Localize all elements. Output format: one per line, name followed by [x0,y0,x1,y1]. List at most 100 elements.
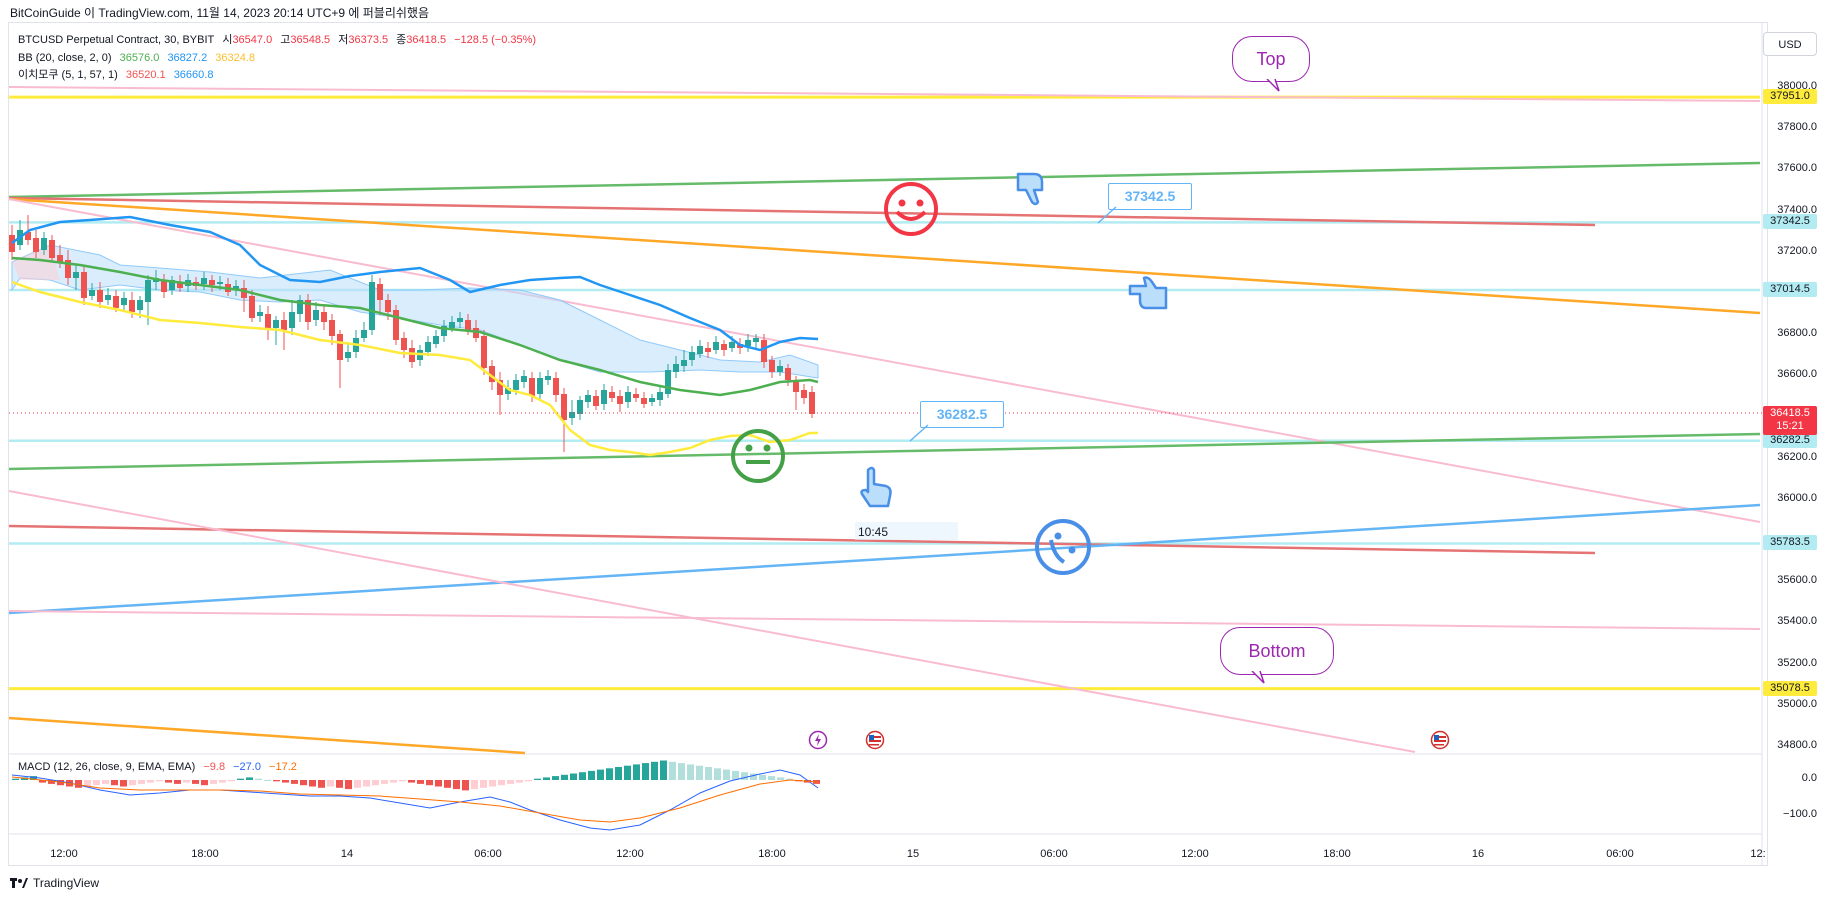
currency-button[interactable]: USD [1763,32,1817,56]
macd-bar [642,763,649,780]
price-axis-label: 37400.0 [1777,203,1817,216]
macd-bar [156,780,163,782]
trendline-pink-lower[interactable] [8,610,1761,630]
trendline-orange-lower[interactable] [8,716,526,755]
macd-value: −27.0 [233,761,261,773]
macd-bar [444,780,451,788]
candle-body [393,310,399,340]
candle-body [289,312,295,328]
confused-face-icon[interactable] [1034,518,1092,576]
publish-caption: BitCoinGuide 이 TradingView.com, 11월 14, … [10,6,429,20]
price-axis-label: 36600.0 [1777,368,1817,381]
candle-body [281,320,287,330]
macd-bar [525,780,532,782]
candle-body [441,326,447,336]
candle-body [177,282,183,288]
macd-bar [678,763,685,780]
trendline-pink-falling[interactable] [8,490,1416,753]
macd-bar [588,770,595,780]
macd-legend[interactable]: MACD (12, 26, close, 9, EMA, EMA) −9.8 −… [18,760,302,774]
candle-body [753,338,759,342]
bottom-callout[interactable]: Bottom [1220,627,1334,675]
us-flag-event-icon-2[interactable] [1430,730,1450,750]
candle-body [553,378,559,395]
high-label: 고 [280,34,291,46]
neutral-face-icon[interactable] [730,428,786,484]
bb-upper-band[interactable] [11,215,819,352]
top-callout[interactable]: Top [1232,36,1310,82]
bb-lower-value: 36324.8 [215,52,256,64]
candlesticks[interactable] [9,215,815,452]
candle-body [721,344,727,350]
trendline-blue[interactable] [8,503,1761,615]
price-axis-label: 35400.0 [1777,615,1817,628]
macd-bar [759,774,766,780]
time-axis-label: 15 [906,848,920,860]
macd-bar [165,780,172,783]
price-axis-label: 34800.0 [1777,739,1817,751]
candle-body [433,336,439,344]
macd-bar [372,780,379,786]
candle-body [809,392,815,414]
bb-lower-band[interactable] [11,280,818,457]
macd-bar [291,780,298,784]
macd-histogram [12,760,820,791]
time-axis-label: 12:00 [1181,848,1209,860]
bb-basis-line[interactable] [11,256,819,397]
price-callout-lower[interactable]: 36282.5 [920,401,1004,428]
trendline-green-upper[interactable] [8,161,1761,199]
time-axis-label: 12:00 [616,848,644,860]
low-value: 36373.5 [348,34,389,46]
open-label: 시 [222,34,233,46]
candle-body [641,398,647,404]
bb-legend[interactable]: BB (20, close, 2, 0) 36576.0 36827.2 363… [18,51,260,65]
candle-body [217,282,223,284]
ichimoku-name: 이치모쿠 (5, 1, 57, 1) [18,69,118,81]
candle-body [201,278,207,284]
candle-body [233,286,239,290]
price-callout-upper[interactable]: 37342.5 [1108,183,1192,210]
macd-bar [363,780,370,787]
trendline-orange-upper[interactable] [8,197,1761,315]
us-flag-event-icon[interactable] [865,730,885,750]
time-axis-label: 18:00 [758,848,786,860]
candle-body [377,284,383,300]
candle-body [169,280,175,290]
macd-bar [84,780,91,787]
trendline-green-lower[interactable] [8,432,1761,471]
trendline-red-upper[interactable] [8,196,1596,227]
tradingview-logo[interactable]: TradingView [10,876,99,890]
ichimoku-legend[interactable]: 이치모쿠 (5, 1, 57, 1) 36520.1 36660.8 [18,68,218,82]
candle-body [345,352,351,358]
symbol-legend[interactable]: BTCUSD Perpetual Contract, 30, BYBIT 시 36… [18,33,541,47]
macd-bar [237,778,244,780]
macd-bar [741,772,748,780]
lightning-event-icon[interactable] [808,730,828,750]
trendline-red-lower[interactable] [8,524,1596,555]
candle-body [561,394,567,420]
macd-bar [426,780,433,786]
bottom-callout-label: Bottom [1248,641,1306,661]
trendline-pink-diagonal[interactable] [8,198,1761,523]
trendline-pink-top[interactable] [8,86,1761,102]
macd-bar [183,780,190,783]
candle-body [425,342,431,352]
candle-body [449,322,455,328]
thumbs-down-icon[interactable] [1010,168,1052,210]
price-axis-label: 38000.0 [1777,80,1817,92]
candle-body [121,298,127,305]
smiling-face-icon[interactable] [883,181,939,237]
pointing-left-hand-icon[interactable] [1126,274,1170,312]
macd-bar [687,764,694,780]
candle-body [513,380,519,390]
candle-body [489,366,495,382]
pointing-up-hand-icon[interactable] [856,466,896,510]
macd-signal-value: −17.2 [269,761,297,773]
symbol-name: BTCUSD Perpetual Contract, 30, BYBIT [18,34,215,46]
tradingview-logo-icon [10,877,28,888]
macd-axis-neg100: −100.0 [1783,808,1817,820]
macd-bar [255,778,262,780]
last-price-tag: 36418.5 15:21 [1763,406,1817,435]
macd-hist-value: −9.8 [203,761,226,773]
